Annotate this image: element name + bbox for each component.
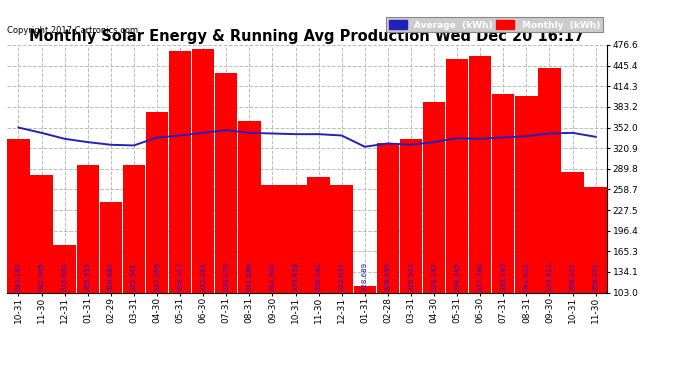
Bar [538, 68, 561, 361]
Text: 342.300: 342.300 [269, 262, 275, 291]
Text: 338.542: 338.542 [315, 262, 322, 291]
Bar [192, 50, 215, 361]
Text: 328.689: 328.689 [362, 262, 368, 291]
Bar [400, 139, 422, 361]
Bar [331, 185, 353, 361]
Bar [262, 185, 284, 361]
Bar [284, 185, 306, 361]
Text: 339.140: 339.140 [500, 262, 506, 291]
Text: 341.022: 341.022 [524, 262, 529, 291]
Bar [469, 56, 491, 361]
Bar [99, 202, 122, 361]
Title: Monthly Solar Energy & Running Avg Production Wed Dec 20 16:17: Monthly Solar Energy & Running Avg Produ… [30, 29, 584, 44]
Text: 329.187: 329.187 [431, 262, 437, 291]
Bar [8, 140, 30, 361]
Text: 325.541: 325.541 [131, 262, 137, 291]
Text: 326.882: 326.882 [108, 262, 114, 291]
Text: 337.059: 337.059 [154, 262, 160, 291]
Bar [146, 112, 168, 361]
Bar [446, 59, 469, 361]
Bar [77, 165, 99, 361]
Text: 305.353: 305.353 [85, 262, 90, 291]
Bar [123, 165, 145, 361]
Text: 341.686: 341.686 [246, 262, 253, 291]
Bar [492, 94, 515, 361]
Text: 345.182: 345.182 [15, 262, 21, 291]
Text: 334.745: 334.745 [454, 262, 460, 291]
Bar [377, 144, 399, 361]
Bar [562, 172, 584, 361]
Bar [215, 72, 237, 361]
Bar [30, 175, 52, 361]
Text: 326.503: 326.503 [408, 262, 414, 291]
Text: 330.317: 330.317 [177, 262, 183, 291]
Bar [584, 186, 607, 361]
Bar [238, 121, 261, 361]
Text: Copyright 2017 Cartronics.com: Copyright 2017 Cartronics.com [7, 26, 138, 35]
Text: 339.498: 339.498 [293, 262, 299, 291]
Bar [53, 245, 76, 361]
Bar [169, 51, 191, 361]
Bar [308, 177, 330, 361]
Bar [353, 286, 376, 361]
Legend: Average  (kWh), Monthly  (kWh): Average (kWh), Monthly (kWh) [386, 17, 602, 32]
Text: 358.201: 358.201 [569, 262, 575, 291]
Text: 337.760: 337.760 [477, 262, 483, 291]
Text: 339.411: 339.411 [546, 262, 553, 291]
Text: 328.435: 328.435 [385, 262, 391, 291]
Text: 332.837: 332.837 [339, 262, 345, 291]
Text: 342.905: 342.905 [39, 262, 45, 291]
Text: 358.201: 358.201 [593, 262, 599, 291]
Text: 335.652: 335.652 [61, 262, 68, 291]
Bar [423, 102, 445, 361]
Text: 335.264: 335.264 [200, 262, 206, 291]
Bar [515, 96, 538, 361]
Text: 339.079: 339.079 [224, 262, 229, 291]
